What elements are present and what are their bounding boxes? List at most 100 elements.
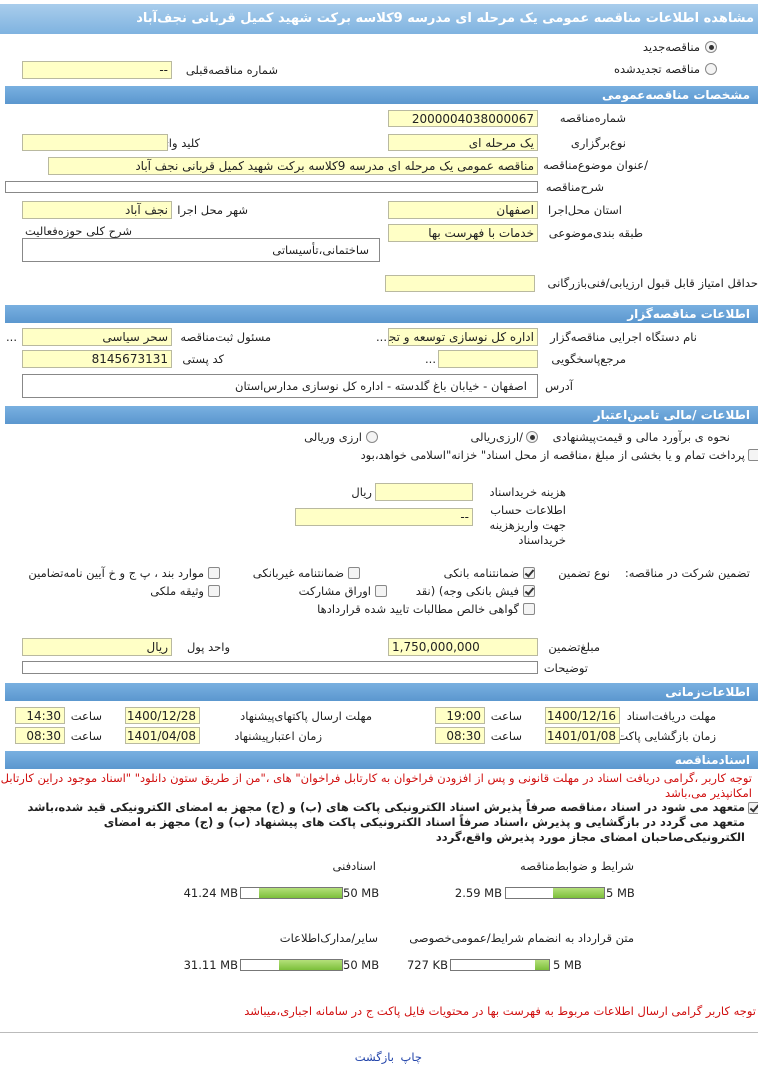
label: مناقصه تجدیدشده bbox=[613, 62, 700, 76]
label: کلید واژه bbox=[157, 136, 200, 150]
text-box[interactable]: اصفهان - خیابان باغ گلدسته - اداره کل نو… bbox=[22, 374, 538, 398]
input-field[interactable]: -- bbox=[22, 61, 172, 79]
label: سایر/مدارک‌اطلاعات bbox=[279, 931, 378, 945]
label: اوراق مشارکت bbox=[298, 584, 371, 598]
input-field[interactable]: 1401/01/08 bbox=[545, 727, 620, 744]
paragraph: اطلاعات حساب جهت واریزهزینه خریداسناد bbox=[489, 503, 566, 547]
label: مناقصه‌جدید bbox=[642, 40, 700, 54]
checkbox[interactable] bbox=[748, 802, 758, 814]
label: شرح کلی حوزه‌فعالیت bbox=[24, 224, 132, 238]
radio[interactable] bbox=[705, 63, 717, 75]
checkbox[interactable] bbox=[523, 603, 535, 615]
input-field[interactable]: 1400/12/28 bbox=[125, 707, 200, 724]
input-field[interactable]: 19:00 bbox=[435, 707, 485, 724]
radio[interactable] bbox=[526, 431, 538, 443]
label: نام دستگاه اجرایی مناقصه‌گزار bbox=[550, 330, 697, 344]
label: ارزی وریالی bbox=[304, 430, 362, 444]
label: 5 MB bbox=[553, 958, 582, 972]
label: مهلت دریافت‌اسناد bbox=[626, 709, 716, 723]
label: شهر محل اجرا bbox=[177, 203, 248, 217]
input-field[interactable] bbox=[22, 134, 168, 151]
progress-fill bbox=[535, 960, 549, 970]
more-button[interactable]: ... bbox=[425, 352, 436, 366]
input-field[interactable]: خدمات با فهرست بها bbox=[388, 224, 538, 242]
label: شماره مناقصه‌قبلی bbox=[185, 63, 278, 77]
input-field[interactable]: ریال bbox=[22, 638, 172, 656]
input-field[interactable]: نجف آباد bbox=[22, 201, 172, 219]
progress-fill bbox=[259, 888, 342, 898]
paragraph: توجه کاربر ،گرامی دریافت اسناد در مهلت ق… bbox=[0, 771, 752, 800]
input-field[interactable]: اداره کل نوسازی توسعه و تجهیز مدارس استا… bbox=[388, 328, 538, 346]
label: ساعت bbox=[490, 729, 522, 743]
label: کد پستی bbox=[182, 352, 224, 366]
label: مرجع‌پاسخگویی bbox=[551, 352, 626, 366]
progress-fill bbox=[553, 888, 604, 898]
label: ساعت bbox=[70, 709, 102, 723]
input-field[interactable] bbox=[385, 275, 535, 292]
more-button[interactable]: ... bbox=[6, 330, 17, 344]
label: /عنوان موضوع‌مناقصه bbox=[543, 158, 648, 172]
label: تضمین شرکت در مناقصه: bbox=[624, 566, 750, 580]
label: ریال bbox=[351, 485, 372, 499]
input-field[interactable]: 14:30 bbox=[15, 707, 65, 724]
label: هزینه خریداسناد bbox=[489, 485, 566, 499]
label: استان محل‌اجرا bbox=[547, 203, 622, 217]
checkbox[interactable] bbox=[748, 449, 758, 461]
label: 41.24 MB bbox=[183, 886, 238, 900]
input-field[interactable]: -- bbox=[295, 508, 473, 526]
label: واحد پول bbox=[186, 640, 230, 654]
input-field[interactable]: 1400/12/16 bbox=[545, 707, 620, 724]
section-header: اطلاعات /مالی تامین‌اعتبار bbox=[5, 406, 758, 424]
paragraph: متعهد می شود در اسناد ،مناقصه صرفاً پذیر… bbox=[27, 800, 745, 844]
label: توجه کاربر گرامی ارسال اطلاعات مربوط به … bbox=[244, 1004, 756, 1018]
input-field[interactable]: یک مرحله ای bbox=[388, 134, 538, 151]
label: 5 MB bbox=[606, 886, 635, 900]
checkbox[interactable] bbox=[523, 567, 535, 579]
label: /ارزی‌ریالی bbox=[470, 430, 523, 444]
text-box[interactable] bbox=[22, 661, 538, 674]
header-bar: مشاهده اطلاعات مناقصه عمومی یک مرحله ای … bbox=[0, 4, 758, 34]
label: 50 MB bbox=[343, 886, 380, 900]
radio[interactable] bbox=[705, 41, 717, 53]
label: آدرس bbox=[545, 379, 573, 393]
back-link[interactable]: بازگشت bbox=[354, 1050, 394, 1064]
label: نحوه ی برآورد مالی و قیمت‌پیشنهادی bbox=[552, 430, 730, 444]
page-title: مشاهده اطلاعات مناقصه عمومی یک مرحله ای … bbox=[136, 11, 754, 26]
progress-bar bbox=[450, 959, 550, 971]
input-field[interactable] bbox=[438, 350, 538, 368]
radio[interactable] bbox=[366, 431, 378, 443]
input-field[interactable]: 08:30 bbox=[435, 727, 485, 744]
input-field[interactable]: 8145673131 bbox=[22, 350, 172, 368]
label: مسئول ثبت‌مناقصه bbox=[180, 330, 271, 344]
label: گواهی خالص مطالبات تایید شده قراردادها bbox=[317, 602, 519, 616]
checkbox[interactable] bbox=[375, 585, 387, 597]
input-field[interactable]: 1401/04/08 bbox=[125, 727, 200, 744]
checkbox[interactable] bbox=[523, 585, 535, 597]
label: نوع‌برگزاری bbox=[570, 136, 626, 150]
paragraph: پرداخت تمام و یا بخشی از مبلغ ،مناقصه از… bbox=[360, 448, 745, 462]
input-field[interactable]: 2000004038000067 bbox=[388, 110, 538, 127]
label: مبلغ‌تضمین bbox=[548, 640, 600, 654]
section-header: اطلاعات‌زمانی bbox=[5, 683, 758, 701]
text-box[interactable] bbox=[5, 181, 538, 193]
input-field[interactable]: اصفهان bbox=[388, 201, 538, 219]
section-header: اسنادمناقصه bbox=[5, 751, 758, 769]
input-field[interactable]: مناقصه عمومی یک مرحله ای مدرسه 9کلاسه بر… bbox=[48, 157, 538, 175]
text-box[interactable]: ساختمانی،تأسیساتی bbox=[22, 238, 380, 262]
input-field[interactable]: 1,750,000,000 bbox=[388, 638, 538, 656]
checkbox[interactable] bbox=[348, 567, 360, 579]
more-button[interactable]: ... bbox=[376, 330, 387, 344]
input-field[interactable]: سحر سیاسی bbox=[22, 328, 172, 346]
label: مهلت ارسال پاکتهای‌پیشنهاد bbox=[240, 709, 372, 723]
progress-bar bbox=[240, 959, 343, 971]
input-field[interactable] bbox=[375, 483, 473, 501]
label: نوع تضمین bbox=[558, 566, 610, 580]
label: موارد بند ، پ ج و خ آیین نامه‌تضامین bbox=[28, 566, 204, 580]
print-link[interactable]: چاپ bbox=[400, 1050, 422, 1064]
label: حداقل امتیاز قابل قبول ارزیابی/فنی‌بازرگ… bbox=[547, 276, 758, 290]
input-field[interactable]: 08:30 bbox=[15, 727, 65, 744]
label: 727 KB bbox=[406, 958, 448, 972]
checkbox[interactable] bbox=[208, 585, 220, 597]
label: ساعت bbox=[70, 729, 102, 743]
checkbox[interactable] bbox=[208, 567, 220, 579]
